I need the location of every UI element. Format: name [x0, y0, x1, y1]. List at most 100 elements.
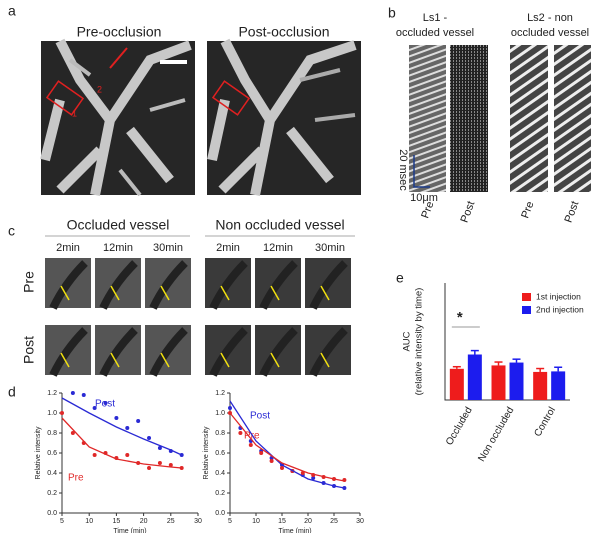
point — [157, 461, 162, 465]
series-label: Post — [250, 411, 270, 422]
y-tick-label: 0.0 — [215, 510, 225, 517]
group-title: Non occluded vessel — [215, 217, 344, 233]
x-tick-label: 15 — [113, 518, 121, 525]
y-tick-label: 0.6 — [215, 450, 225, 457]
point — [125, 453, 130, 457]
point — [114, 416, 119, 420]
vessel — [309, 260, 348, 310]
kymograph — [554, 45, 591, 192]
panel-label: b — [388, 5, 396, 21]
point — [228, 406, 232, 410]
micrograph — [207, 38, 361, 196]
scale-bar — [413, 155, 430, 188]
y-tick-label: 0.0 — [47, 510, 57, 517]
point — [70, 431, 75, 435]
arrow — [110, 285, 120, 301]
micrograph-grid — [45, 258, 351, 377]
point — [238, 431, 243, 435]
time-label: 2min — [56, 242, 80, 254]
group-title: occluded vessel — [396, 27, 474, 39]
y-tick-label: 1.2 — [47, 390, 57, 397]
bar — [533, 371, 548, 400]
y-axis-label: Relative intensity — [35, 426, 42, 479]
vessel — [49, 260, 88, 310]
x-tick-label: 5 — [60, 518, 64, 525]
vessel — [209, 327, 248, 377]
significance-mark: * — [457, 309, 463, 326]
x-tick-label: 20 — [304, 518, 312, 525]
panel-label: d — [8, 384, 16, 400]
x-tick-label: 30 — [356, 518, 364, 525]
y-tick-label: 1.2 — [215, 390, 225, 397]
point — [70, 391, 75, 395]
x-axis-label: Time (min) — [278, 528, 311, 533]
vessel — [209, 260, 248, 310]
panel-label: e — [396, 270, 404, 286]
point — [311, 476, 316, 480]
time-label: 12min — [263, 242, 293, 254]
panel-label: a — [8, 3, 16, 19]
line-scan-label: 1 — [72, 108, 77, 118]
series-label: Pre — [68, 473, 84, 484]
y-axis-label: Relative intensity — [203, 426, 210, 479]
group-title: Ls2 - non — [527, 12, 573, 24]
time-label: 30min — [153, 242, 183, 254]
bar — [449, 368, 464, 400]
legend-swatch — [522, 293, 531, 301]
column-label: Pre — [419, 200, 436, 220]
y-tick-label: 0.8 — [215, 430, 225, 437]
legend-label: 2nd injection — [536, 304, 584, 314]
point — [92, 453, 97, 457]
point — [157, 446, 162, 450]
y-tick-label: 0.8 — [47, 430, 57, 437]
point — [81, 393, 86, 397]
arrow — [320, 285, 330, 301]
point — [92, 406, 97, 410]
kymograph — [510, 45, 548, 192]
arrow — [220, 285, 230, 301]
panel-label: c — [8, 223, 15, 239]
vessel — [309, 327, 348, 377]
y-axis-label: (relative intensity by time) — [414, 288, 425, 396]
column-label: Post — [563, 200, 582, 225]
column-label: Post — [459, 200, 478, 225]
vessel — [259, 327, 298, 377]
micrograph — [40, 38, 195, 197]
x-tick-label: Non occluded — [476, 405, 516, 463]
legend-swatch — [522, 306, 531, 314]
axis — [444, 283, 570, 401]
scale-label: 10μm — [410, 192, 438, 204]
scale-label: 20 msec — [397, 149, 409, 191]
arrow — [320, 352, 330, 368]
x-tick-label: 30 — [194, 518, 202, 525]
row-label: Pre — [21, 271, 37, 293]
point — [280, 466, 284, 470]
bar — [491, 365, 506, 400]
vessel — [99, 260, 138, 310]
y-axis-label: AUC — [402, 331, 413, 351]
vessel — [149, 327, 188, 377]
point — [259, 451, 264, 455]
point — [269, 459, 274, 463]
y-tick-label: 0.6 — [47, 450, 57, 457]
bar — [509, 362, 524, 400]
x-tick-label: 10 — [85, 518, 93, 525]
image-title: Post-occlusion — [238, 24, 329, 40]
group-title: Occluded vessel — [67, 217, 170, 233]
arrow — [270, 285, 280, 301]
time-label: 2min — [216, 242, 240, 254]
fit-line — [61, 417, 182, 469]
vessel — [149, 260, 188, 310]
fit-line — [229, 412, 345, 482]
y-tick-label: 0.4 — [47, 470, 57, 477]
arrow — [220, 352, 230, 368]
point — [60, 411, 64, 415]
y-tick-label: 0.4 — [215, 470, 225, 477]
column-label: Pre — [519, 200, 536, 220]
point — [147, 466, 152, 470]
point — [248, 443, 253, 447]
kymograph — [450, 45, 488, 192]
vessel — [49, 327, 88, 377]
arrow — [60, 285, 70, 301]
